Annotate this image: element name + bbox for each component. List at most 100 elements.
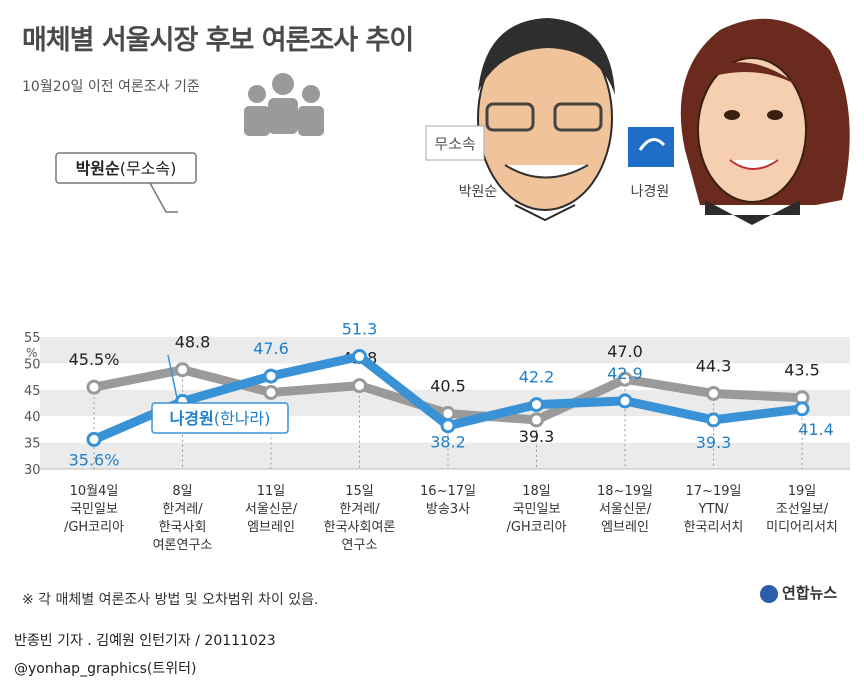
data-point xyxy=(263,384,279,400)
party-logo xyxy=(628,127,674,167)
x-tick-line: 서울신문/ xyxy=(599,502,652,517)
legend-party: (한나라) xyxy=(214,409,271,428)
chart-title: 매체별 서울시장 후보 여론조사 추이 xyxy=(22,25,414,56)
x-tick-line: 미디어리서치 xyxy=(766,520,838,535)
legend-park: 박원순(무소속) xyxy=(55,152,197,213)
data-point xyxy=(529,397,544,413)
park-photo-label: 박원순 xyxy=(459,184,498,200)
yonhap-logo: 연합뉴스 xyxy=(760,582,837,603)
y-unit-label: % xyxy=(26,346,37,360)
y-tick-label: 30 xyxy=(24,463,41,478)
x-tick-line: YTN/ xyxy=(698,502,730,517)
legend-name: 나경원 xyxy=(170,409,214,428)
legend-name: 박원순 xyxy=(76,159,120,178)
na-photo-label: 나경원 xyxy=(631,184,670,200)
data-label: 35.6% xyxy=(69,450,120,469)
data-point xyxy=(617,371,633,387)
legend-party: (무소속) xyxy=(120,159,177,178)
data-label: 40.5 xyxy=(430,377,466,396)
x-tick-label: 15일 한겨레/한국사회여론 연구소 xyxy=(324,484,396,553)
data-label: 44.3 xyxy=(696,356,732,375)
y-tick-label: 35 xyxy=(24,437,41,452)
x-axis: 10월4일 국민일보/GH코리아 8일 한겨레/한국사회 여론연구소 11일 서울신문/엠브… xyxy=(64,484,838,553)
x-tick-line: 11일 xyxy=(257,484,286,499)
credit-line: 반종빈 기자 . 김예원 인턴기자 / 20111023 xyxy=(14,633,276,649)
x-tick-line: 조선일보/ xyxy=(776,502,829,517)
x-tick-line: 여론연구소 xyxy=(153,538,213,553)
x-tick-line: 한겨레/ xyxy=(162,502,203,517)
data-point xyxy=(352,378,367,394)
y-axis: 30 35 40 45 50 55% xyxy=(24,331,41,478)
twitter-handle: @yonhap_graphics(트위터) xyxy=(14,661,197,677)
yonhap-logo-icon xyxy=(760,584,778,603)
data-point xyxy=(86,379,102,395)
data-label: 38.2 xyxy=(430,433,466,452)
data-label: 51.3 xyxy=(342,320,378,339)
x-tick-line: 10월4일 xyxy=(70,484,119,499)
park-badge-label: 무소속 xyxy=(434,135,476,153)
x-tick-line: /GH코리아 xyxy=(64,520,124,535)
data-label: 43.5 xyxy=(784,361,820,380)
data-point xyxy=(352,349,367,365)
x-tick-line: 16~17일 xyxy=(420,484,476,499)
y-tick-label: 50 xyxy=(24,357,41,372)
data-point xyxy=(794,401,810,417)
legend-box xyxy=(151,402,289,434)
y-tick-label: 55 xyxy=(24,331,41,346)
x-tick-line: 한국리서치 xyxy=(684,520,744,535)
data-label: 47.0 xyxy=(607,342,643,361)
data-point xyxy=(529,412,544,428)
x-tick-line: 국민일보 xyxy=(70,502,118,517)
x-tick-line: 엠브레인 xyxy=(247,520,295,535)
legend-box xyxy=(55,152,197,184)
x-tick-label: 18일 국민일보/GH코리아 xyxy=(506,484,566,535)
x-tick-line: 한국사회 xyxy=(159,520,207,535)
data-label: 42.2 xyxy=(519,368,555,387)
x-tick-line: 17~19일 xyxy=(686,484,742,499)
x-tick-line: 15일 xyxy=(345,484,374,499)
yonhap-logo-text: 연합뉴스 xyxy=(782,584,838,602)
data-label: 48.8 xyxy=(175,333,211,352)
data-label: 41.4 xyxy=(798,420,834,439)
data-label: 42.9 xyxy=(607,364,643,383)
series-park: 45.5%48.844.545.840.539.347.044.343.5 xyxy=(69,333,820,446)
data-point xyxy=(175,362,190,378)
x-tick-label: 17~19일 YTN/한국리서치 xyxy=(684,484,744,535)
x-tick-line: 한국사회여론 xyxy=(324,520,396,535)
x-tick-line: 연구소 xyxy=(342,538,378,553)
y-tick-label: 40 xyxy=(24,410,41,425)
x-tick-line: 19일 xyxy=(788,484,817,499)
grid-band xyxy=(40,442,850,469)
people-icon xyxy=(244,73,324,136)
data-point xyxy=(617,393,633,409)
park-badge: 무소속 xyxy=(425,125,485,161)
x-tick-line: 8일 xyxy=(172,484,192,499)
data-point xyxy=(706,412,721,428)
na-portrait xyxy=(680,18,850,225)
x-tick-line: 18~19일 xyxy=(597,484,653,499)
legend-label: 박원순(무소속) xyxy=(76,159,177,178)
footnote: ※ 각 매체별 여론조사 방법 및 오차범위 차이 있음. xyxy=(22,592,319,608)
legend-leader xyxy=(167,354,179,404)
x-tick-line: 18일 xyxy=(522,484,551,499)
x-tick-line: 엠브레인 xyxy=(601,520,649,535)
legend-layer: 박원순(무소속) 나경원(한나라) xyxy=(55,152,289,434)
data-label: 39.3 xyxy=(519,427,555,446)
data-point xyxy=(440,418,456,434)
data-point xyxy=(86,431,102,447)
x-tick-line: 서울신문/ xyxy=(245,502,298,517)
y-tick-label: 45 xyxy=(24,384,41,399)
data-point xyxy=(263,368,279,384)
legend-na: 나경원(한나라) xyxy=(151,354,289,434)
x-tick-line: 방송3사 xyxy=(426,502,470,517)
chart-subtitle: 10월20일 이전 여론조사 기준 xyxy=(22,79,200,95)
x-tick-line: 국민일보 xyxy=(513,502,561,517)
grid-band xyxy=(40,337,850,364)
